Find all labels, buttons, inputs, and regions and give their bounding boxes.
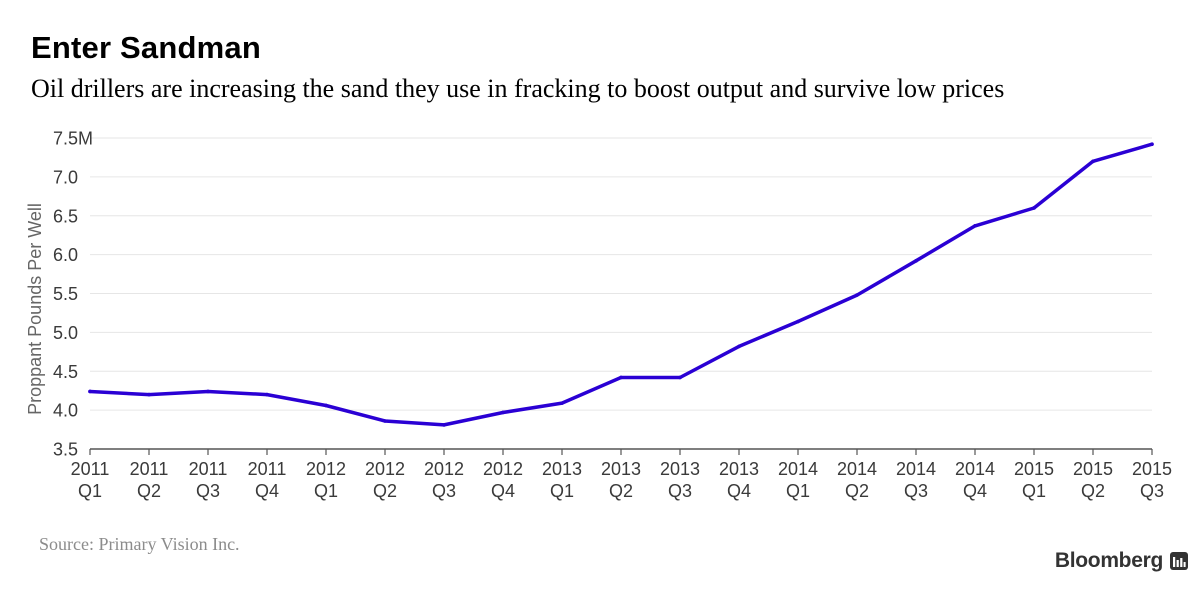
x-tick-label-quarter: Q4	[963, 481, 987, 501]
x-tick-label-year: 2015	[1132, 459, 1172, 479]
x-tick-label-year: 2011	[189, 459, 228, 479]
data-point	[265, 392, 269, 397]
y-tick-label: 4.0	[53, 401, 78, 421]
x-tick-label-year: 2013	[719, 459, 759, 479]
x-tick-label-year: 2015	[1073, 459, 1113, 479]
x-tick-label-quarter: Q3	[904, 481, 928, 501]
x-axis-tick-labels: 2011Q12011Q22011Q32011Q42012Q12012Q22012…	[71, 459, 1172, 501]
data-point	[973, 224, 977, 228]
source-note: Source: Primary Vision Inc.	[39, 534, 240, 554]
y-axis-tick-labels: 3.5 4.0 4.5 5.0 5.5 6.0 6.5 7.0 7.5M	[53, 129, 93, 460]
data-point	[678, 375, 682, 380]
data-point	[383, 419, 387, 423]
data-point	[206, 389, 210, 394]
data-point	[442, 423, 446, 427]
data-point	[1091, 159, 1095, 164]
x-tick-label-year: 2014	[896, 459, 936, 479]
x-tick-label-quarter: Q4	[255, 481, 279, 501]
bloomberg-chart-icon	[1170, 552, 1188, 570]
data-point	[619, 375, 623, 380]
y-tick-label: 5.0	[53, 323, 78, 343]
y-tick-label: 7.5M	[53, 129, 93, 149]
chart-title: Enter Sandman	[31, 30, 261, 65]
x-tick-label-quarter: Q1	[550, 481, 574, 501]
data-point	[324, 403, 328, 408]
data-point	[796, 319, 800, 324]
x-tick-label-year: 2012	[424, 459, 464, 479]
series-line	[88, 142, 1154, 427]
data-point	[914, 259, 918, 263]
data-point	[1032, 206, 1036, 210]
x-tick-label-year: 2014	[837, 459, 877, 479]
y-tick-label: 3.5	[53, 440, 78, 460]
x-tick-label-year: 2014	[778, 459, 818, 479]
y-tick-label: 6.0	[53, 245, 78, 265]
x-tick-label-year: 2012	[483, 459, 523, 479]
x-tick-label-year: 2011	[130, 459, 169, 479]
x-tick-label-year: 2013	[660, 459, 700, 479]
y-tick-label: 4.5	[53, 362, 78, 382]
y-tick-label: 7.0	[53, 167, 78, 187]
brand-name: Bloomberg	[1054, 549, 1163, 572]
data-point	[501, 410, 505, 415]
x-tick-label-quarter: Q1	[314, 481, 338, 501]
data-point	[737, 344, 741, 349]
chart-subtitle: Oil drillers are increasing the sand the…	[31, 74, 1005, 103]
x-tick-label-quarter: Q2	[373, 481, 397, 501]
x-tick-label-year: 2011	[248, 459, 287, 479]
x-tick-label-year: 2012	[306, 459, 346, 479]
x-tick-label-quarter: Q1	[1022, 481, 1046, 501]
data-point	[88, 389, 92, 394]
data-point	[147, 392, 151, 397]
x-tick-label-quarter: Q1	[786, 481, 810, 501]
x-tick-label-quarter: Q2	[609, 481, 633, 501]
x-tick-label-year: 2014	[955, 459, 995, 479]
x-tick-label-quarter: Q2	[845, 481, 869, 501]
data-point	[560, 401, 564, 405]
x-tick-label-quarter: Q3	[668, 481, 692, 501]
y-tick-label: 6.5	[53, 206, 78, 226]
x-tick-label-quarter: Q3	[196, 481, 220, 501]
x-tick-label-quarter: Q3	[1140, 481, 1164, 501]
x-axis	[89, 448, 1153, 455]
y-axis-title: Proppant Pounds Per Well	[25, 203, 45, 415]
data-point	[1150, 142, 1154, 147]
y-tick-label: 5.5	[53, 284, 78, 304]
data-point	[855, 293, 859, 297]
x-tick-label-quarter: Q4	[491, 481, 515, 501]
x-tick-label-year: 2015	[1014, 459, 1054, 479]
x-tick-label-quarter: Q2	[1081, 481, 1105, 501]
x-tick-label-year: 2013	[542, 459, 582, 479]
x-tick-label-year: 2012	[365, 459, 405, 479]
x-tick-label-year: 2013	[601, 459, 641, 479]
x-tick-label-quarter: Q3	[432, 481, 456, 501]
series-layer	[88, 142, 1154, 427]
x-tick-label-quarter: Q1	[78, 481, 102, 501]
x-tick-label-year: 2011	[71, 459, 110, 479]
gridlines	[90, 137, 1152, 411]
x-tick-label-quarter: Q2	[137, 481, 161, 501]
brand-logo: Bloomberg	[1055, 549, 1188, 573]
x-tick-label-quarter: Q4	[727, 481, 751, 501]
